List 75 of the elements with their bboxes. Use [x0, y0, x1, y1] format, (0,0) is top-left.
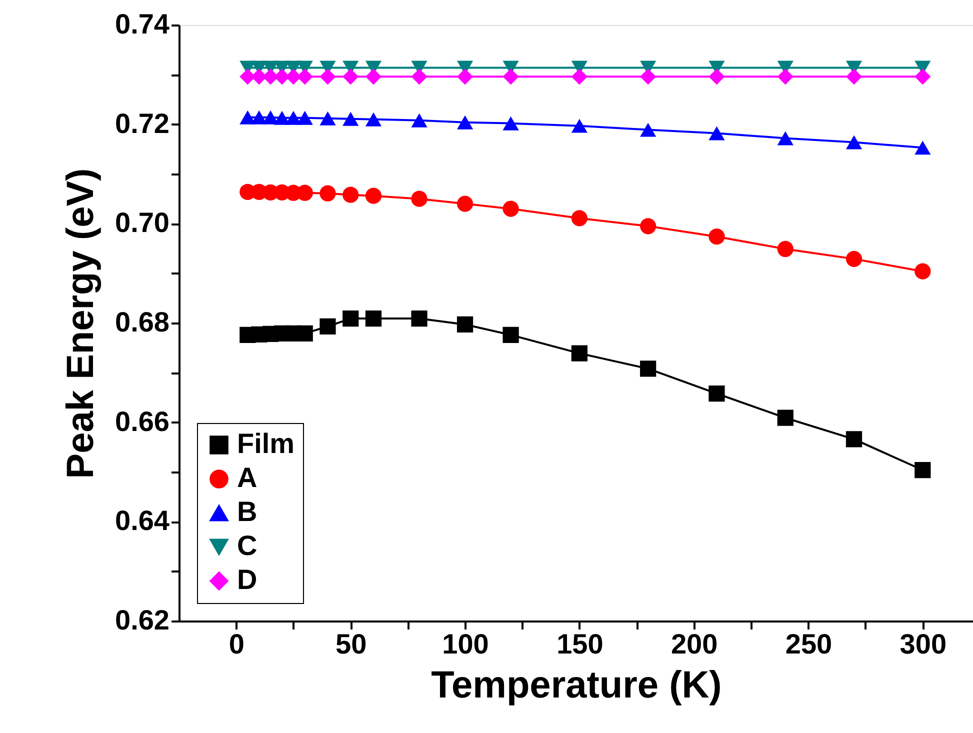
y-tick-label: 0.68	[115, 306, 170, 338]
point	[274, 110, 290, 125]
x-tick-label: 250	[785, 628, 832, 660]
y-axis-title: Peak Energy (eV)	[60, 168, 102, 479]
legend-label: D	[237, 564, 258, 595]
y-tick-label: 0.66	[115, 406, 170, 437]
x-tick-label: 300	[900, 628, 947, 660]
x-axis-title: Temperature (K)	[431, 664, 722, 706]
point	[777, 410, 794, 426]
point	[411, 113, 428, 128]
x-tick-label: 0	[228, 628, 244, 660]
point	[571, 345, 588, 362]
point	[846, 135, 862, 150]
point	[365, 188, 382, 204]
point	[914, 68, 931, 85]
point	[456, 68, 474, 85]
x-tick-label: 150	[556, 628, 604, 660]
point	[708, 228, 725, 245]
point	[846, 431, 862, 448]
point	[708, 68, 725, 85]
point	[914, 462, 931, 478]
point	[571, 68, 588, 85]
point	[502, 326, 519, 343]
point	[342, 310, 359, 327]
point	[296, 110, 313, 125]
point	[640, 68, 656, 85]
point	[571, 118, 588, 133]
point	[320, 111, 336, 126]
point	[365, 310, 382, 327]
point	[411, 68, 428, 85]
x-tick-label: 100	[442, 628, 489, 660]
point	[571, 210, 588, 226]
x-tick-label: 200	[670, 628, 718, 660]
point	[320, 318, 336, 335]
point	[456, 316, 474, 333]
point	[365, 112, 382, 126]
point	[320, 185, 336, 202]
point	[914, 140, 931, 155]
point	[342, 68, 359, 85]
point	[342, 112, 359, 126]
y-tick-label: 0.62	[115, 604, 170, 636]
point	[342, 186, 359, 203]
point	[296, 325, 313, 342]
y-tick-label: 0.70	[115, 207, 170, 238]
point	[285, 110, 302, 125]
legend-label: C	[237, 530, 258, 561]
y-tick-label: 0.64	[115, 505, 170, 536]
x-tick-label: 50	[336, 628, 367, 660]
point	[846, 250, 862, 267]
legend-label: A	[237, 462, 258, 493]
point	[502, 116, 519, 130]
point	[777, 68, 794, 85]
point	[708, 385, 725, 402]
point	[365, 68, 382, 85]
point	[411, 310, 428, 327]
point	[777, 240, 794, 258]
legend-label: B	[237, 496, 258, 527]
point	[708, 126, 725, 140]
y-tick-label: 0.72	[115, 108, 170, 139]
point	[411, 190, 428, 207]
point	[914, 263, 931, 280]
point	[502, 200, 519, 217]
point	[320, 68, 336, 85]
point	[640, 360, 656, 377]
point	[846, 68, 862, 85]
point	[251, 110, 268, 124]
point	[777, 131, 794, 146]
point	[456, 196, 474, 212]
point	[640, 218, 656, 234]
point	[502, 68, 519, 85]
legend-label: Film	[237, 428, 295, 459]
point	[640, 122, 656, 137]
y-tick-label: 0.74	[115, 8, 170, 40]
point	[240, 110, 256, 124]
point	[456, 115, 474, 130]
